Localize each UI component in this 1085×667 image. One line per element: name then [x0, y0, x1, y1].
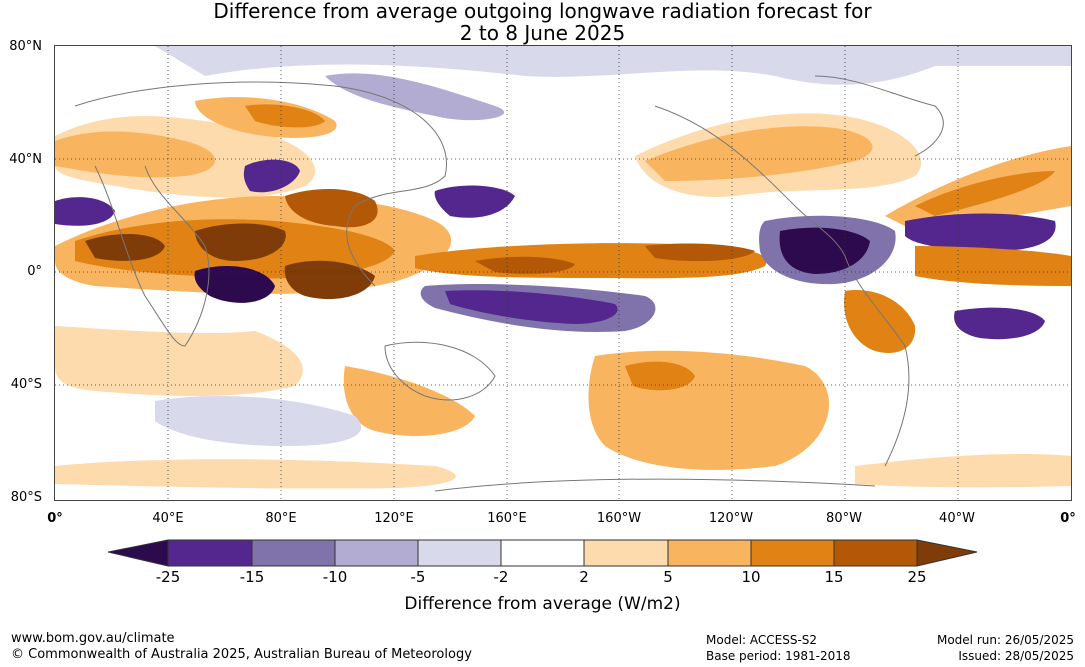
olr-anomaly-map	[54, 45, 1072, 501]
footer-model: Model: ACCESS-S2	[706, 633, 818, 647]
region-sahara-purple	[55, 197, 115, 226]
colorbar-title: Difference from average (W/m2)	[404, 594, 681, 614]
map-canvas	[55, 46, 1071, 500]
region-africa-brown	[85, 234, 165, 261]
coast-australia	[384, 341, 496, 401]
lat-label-40s: 40°S	[10, 377, 42, 392]
region-east-pacific-brown	[645, 243, 755, 262]
lon-label-120e: 120°E	[374, 511, 414, 526]
colorbar-swatch	[167, 539, 253, 567]
region-south-pacific-orange	[588, 350, 829, 470]
lat-label-80s: 80°S	[10, 490, 42, 505]
chart-title-line1: Difference from average outgoing longwav…	[213, 0, 872, 23]
colorbar-tick: -10	[322, 568, 348, 586]
footer-copyright: © Commonwealth of Australia 2025, Austra…	[11, 647, 472, 662]
colorbar-tick: 5	[663, 568, 673, 586]
region-north-light-purple	[155, 46, 1071, 85]
colorbar-swatch	[251, 539, 336, 567]
graticule	[55, 46, 1071, 500]
colorbar-arrow-min	[108, 539, 169, 567]
region-south-pacific-dark-purple	[445, 290, 618, 324]
lat-label-80n: 80°N	[9, 39, 42, 54]
region-south-america-orange	[844, 290, 916, 354]
lon-label-0-right: 0°	[1060, 511, 1076, 526]
colorbar-swatch	[667, 539, 752, 567]
lon-label-160e: 160°E	[487, 511, 527, 526]
lon-label-160w: 160°W	[596, 511, 642, 526]
region-arabian-sea-brown	[195, 223, 286, 261]
footer-model-run: Model run: 26/05/2025	[936, 633, 1074, 647]
coast-africa	[94, 165, 210, 347]
footer-website: www.bom.gov.au/climate	[11, 631, 175, 646]
footer-issued: Issued: 28/05/2025	[958, 649, 1074, 663]
footer-base-period: Base period: 1981-2018	[706, 649, 851, 663]
region-antarctic-east-light-orange	[855, 454, 1071, 488]
coast-antarctica	[434, 478, 876, 492]
region-indonesia-brown	[284, 260, 375, 300]
colorbar-tick: 15	[824, 568, 844, 586]
region-south-atlantic-purple	[954, 307, 1045, 340]
region-north-asia-dark-orange	[245, 104, 325, 128]
coast-greenland-canada	[814, 75, 944, 157]
colorbar-tick: 10	[741, 568, 761, 586]
colorbar-tick: 25	[907, 568, 927, 586]
region-equatorial-atlantic-orange	[915, 246, 1071, 286]
lon-label-80w: 80°W	[826, 511, 862, 526]
lon-label-80e: 80°E	[265, 511, 297, 526]
colorbar-arrow-max	[916, 539, 978, 567]
region-eurasia-orange	[55, 131, 215, 178]
coast-americas	[654, 105, 910, 467]
lon-label-40e: 40°E	[152, 511, 184, 526]
lat-label-40n: 40°N	[9, 152, 42, 167]
colorbar-tick: -2	[493, 568, 509, 586]
region-tibet-brown	[285, 189, 378, 228]
region-antarctic-light-orange	[55, 459, 456, 489]
chart-title-line2: 2 to 8 June 2025	[459, 21, 626, 45]
lon-label-120w: 120°W	[708, 511, 754, 526]
colorbar-tick: -25	[155, 568, 181, 586]
region-southern-ocean-light-purple	[155, 396, 362, 446]
lon-label-40w: 40°W	[939, 511, 975, 526]
region-north-atlantic-dark-orange	[915, 171, 1055, 216]
colorbar-swatch	[583, 539, 669, 567]
region-south-pacific-dark-orange	[625, 361, 695, 391]
colorbar-swatch	[417, 539, 502, 567]
lat-label-0: 0°	[27, 264, 42, 279]
region-tasman-orange	[343, 366, 475, 436]
colorbar-swatch	[334, 539, 419, 567]
region-north-pacific-orange	[645, 126, 873, 181]
colorbar-swatch	[500, 539, 585, 567]
colorbar-swatch	[750, 539, 835, 567]
colorbar	[108, 539, 978, 567]
colorbar-tick: -15	[239, 568, 265, 586]
coastlines	[74, 75, 944, 492]
lon-label-0-left: 0°	[47, 511, 63, 526]
region-west-pacific-purple	[434, 185, 515, 218]
colorbar-swatch	[833, 539, 918, 567]
region-siberia-purple	[325, 73, 505, 121]
region-central-pacific-brown	[475, 256, 575, 274]
region-south-indian-light-orange	[55, 326, 303, 396]
region-atlantic-purple	[905, 213, 1056, 251]
coast-eurasia	[74, 81, 447, 287]
region-central-asia-purple	[243, 159, 300, 193]
region-indian-ocean-deep-purple	[194, 266, 275, 303]
colorbar-tick: 2	[579, 568, 589, 586]
colorbar-tick: -5	[410, 568, 426, 586]
